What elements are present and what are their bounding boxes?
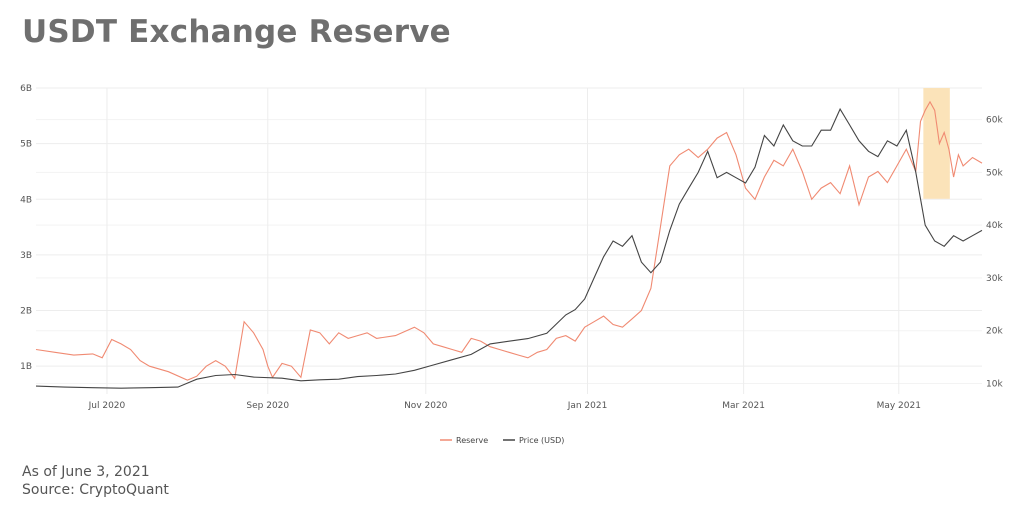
series-line-reserve [35,100,983,381]
y-right-tick-label: 60k [986,116,1003,126]
y-right-tick-label: 40k [986,221,1003,231]
chart-title: USDT Exchange Reserve [22,14,451,50]
x-tick-label: Sep 2020 [246,401,289,411]
x-tick-label: Mar 2021 [722,401,765,411]
y-right-tick-label: 50k [986,168,1003,178]
source-label: Source: CryptoQuant [22,482,169,498]
x-tick-label: Jan 2021 [567,401,608,411]
x-tick-label: May 2021 [877,401,921,411]
x-axis-ticks: Jul 2020 Sep 2020 Nov 2020 Jan 2021 Mar 2021… [88,401,921,411]
y-right-tick-label: 10k [986,379,1003,389]
x-tick-label: Jul 2020 [88,401,126,411]
y-left-tick-label: 3B [20,251,32,261]
y-left-tick-label: 4B [20,195,32,205]
grid [36,87,982,394]
legend-label-price: Price (USD) [519,436,564,445]
y-left-axis-ticks: 6B 5B 4B 3B 2B 1B [20,84,32,372]
series-line-price [35,107,983,389]
x-tick-label: Nov 2020 [404,401,448,411]
y-left-tick-label: 6B [20,84,32,94]
y-right-tick-label: 20k [986,327,1003,337]
y-left-tick-label: 1B [20,362,32,372]
y-left-tick-label: 5B [20,140,32,150]
footer: As of June 3, 2021 Source: CryptoQuant [22,463,169,499]
y-right-axis-ticks: 60k 50k 40k 30k 20k 10k [986,116,1003,390]
legend: Reserve Price (USD) [440,436,564,445]
highlight-band [923,88,950,199]
as-of-date: As of June 3, 2021 [22,464,150,480]
y-left-tick-label: 2B [20,307,32,317]
y-right-tick-label: 30k [986,274,1003,284]
legend-label-reserve: Reserve [456,436,488,445]
